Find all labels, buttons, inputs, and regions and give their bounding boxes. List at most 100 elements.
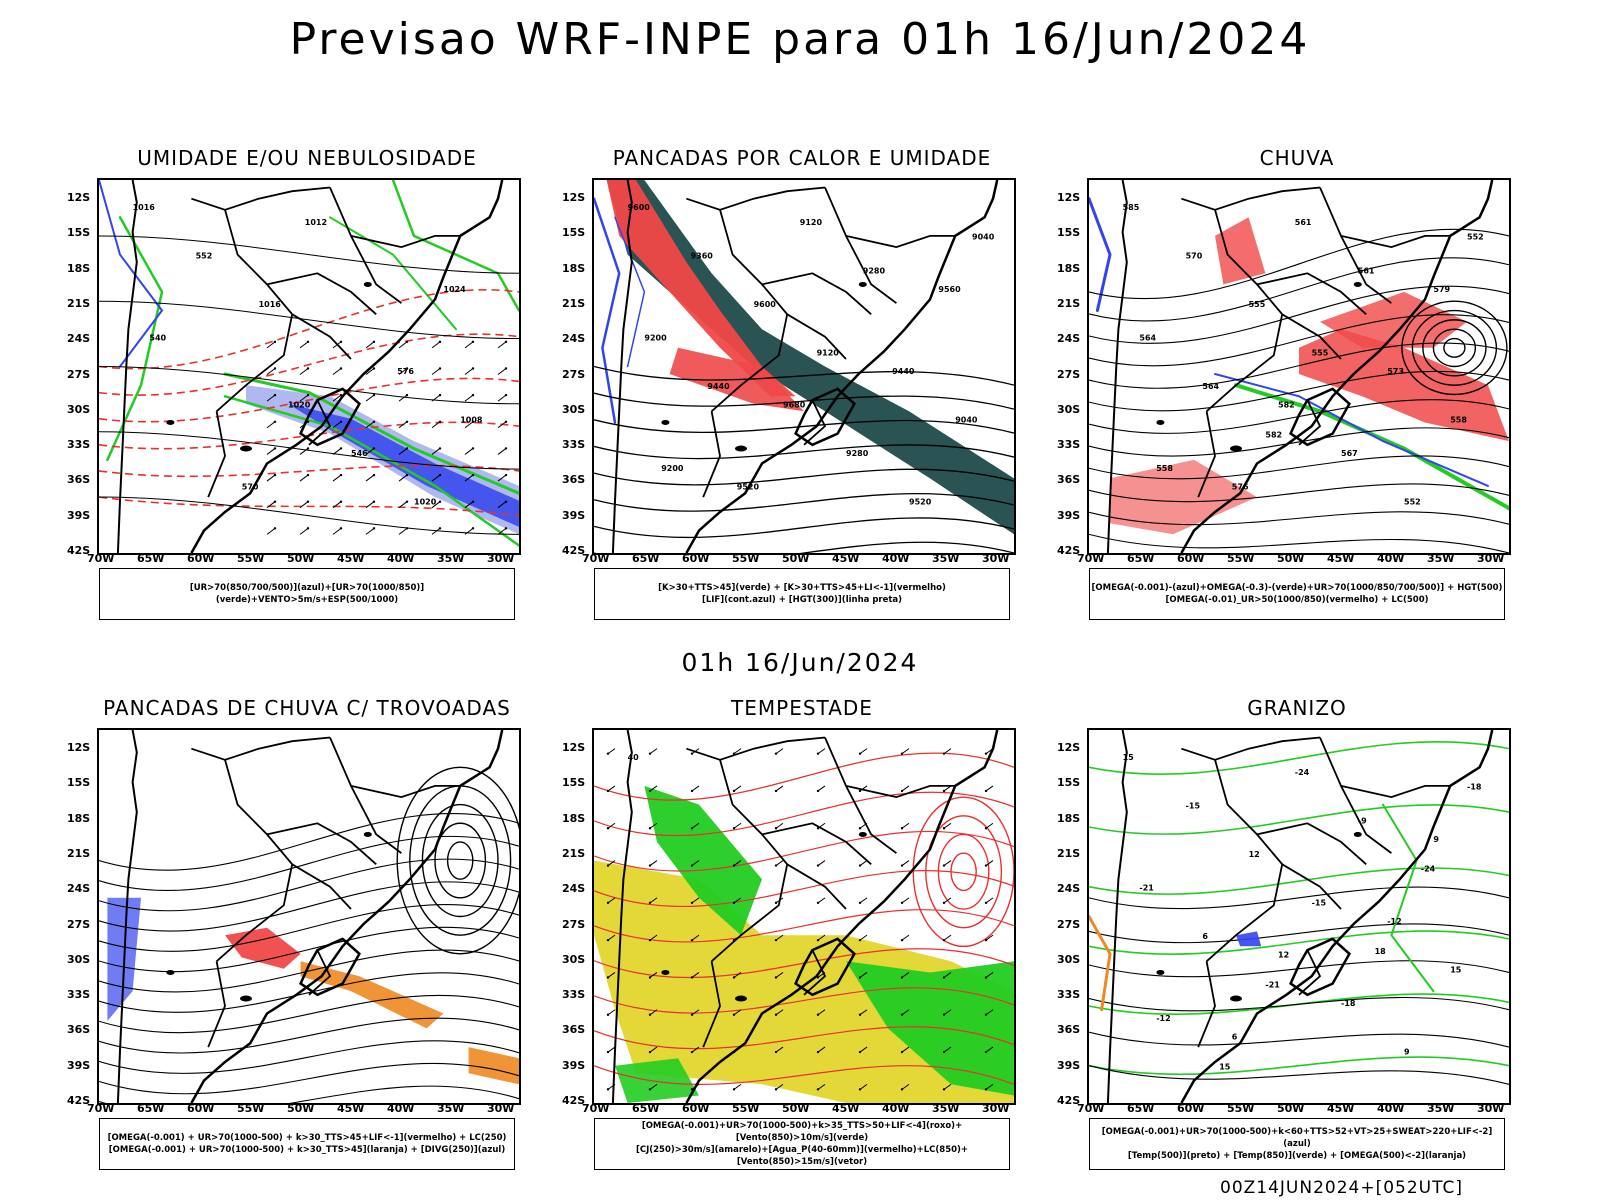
lon-label: 50W — [782, 1102, 810, 1115]
lat-label: 24S — [1057, 332, 1081, 346]
lat-label: 42S — [562, 544, 586, 557]
legend-line: [Temp(500)](preto) + [Temp(850)](verde) … — [1127, 1151, 1467, 1161]
lat-label: 36S — [562, 1023, 586, 1037]
lat-label: 30S — [562, 952, 586, 966]
lat-label: 39S — [562, 1058, 586, 1072]
lat-label: 30S — [1057, 402, 1081, 416]
lat-label: 33S — [562, 438, 586, 452]
contour-label: 567 — [1341, 449, 1358, 458]
legend-granizo: [OMEGA(-0.001)+UR>70(1000-500)+k<60+TTS>… — [1089, 1118, 1505, 1170]
lat-label: 36S — [562, 473, 586, 487]
lat-label: 15S — [1057, 776, 1081, 790]
contour-label: 540 — [149, 333, 166, 342]
contour-label: 555 — [1249, 300, 1266, 309]
lon-label: 30W — [982, 552, 1010, 565]
lon-label: 35W — [932, 1102, 960, 1115]
panel-title-granizo: GRANIZO — [1247, 696, 1347, 720]
contour-label: 9200 — [644, 333, 667, 342]
contour-label: 9600 — [754, 300, 777, 309]
lon-label: 30W — [487, 1102, 515, 1115]
lat-label: 33S — [67, 988, 91, 1002]
map-canvas — [99, 730, 519, 1103]
lat-label: 18S — [1057, 261, 1081, 275]
lat-label: 15S — [67, 226, 91, 240]
lat-label: 21S — [67, 846, 91, 860]
contour-label: 570 — [1186, 251, 1203, 260]
legend-line: [OMEGA(-0.001) + UR>70(1000-500) + k>30_… — [107, 1133, 507, 1143]
contour-label: 564 — [1139, 333, 1156, 342]
lat-label: 27S — [67, 367, 91, 381]
lat-label: 21S — [67, 296, 91, 310]
lat-label: 12S — [1057, 191, 1081, 204]
contour-label: 1016 — [133, 203, 156, 212]
map-canvas: 40 — [594, 730, 1014, 1103]
lat-label: 33S — [1057, 988, 1081, 1002]
lon-label: 60W — [187, 1102, 215, 1115]
lat-label: 27S — [1057, 917, 1081, 931]
contour-label: 552 — [1467, 233, 1484, 242]
lon-label: 50W — [782, 552, 810, 565]
legend-line: [OMEGA(-0.001)+UR>70(1000-500)+k<60+TTS>… — [1101, 1127, 1493, 1149]
lat-label: 30S — [1057, 952, 1081, 966]
contour-label: 40 — [628, 753, 640, 762]
lon-label: 60W — [682, 1102, 710, 1115]
lat-label: 18S — [562, 811, 586, 825]
lon-label: 50W — [287, 552, 315, 565]
lat-label: 27S — [562, 917, 586, 931]
contour-label: 561 — [1358, 266, 1375, 275]
lon-label: 65W — [1127, 1102, 1155, 1115]
lat-label: 21S — [562, 846, 586, 860]
lon-label: 65W — [632, 1102, 660, 1115]
lat-label: 15S — [1057, 226, 1081, 240]
legend-line: [LIF](cont.azul) + [HGT(300)](linha pret… — [701, 595, 903, 605]
contour-label: -18 — [1341, 999, 1356, 1008]
map-umidade-e-ou-nebulosidade: 1016 1020 1024 570 576 552 546 540 1012 1008 1016 1… — [97, 178, 521, 555]
contour-label: 1008 — [460, 415, 483, 424]
lat-label: 24S — [562, 882, 586, 896]
lon-label: 30W — [1477, 1102, 1505, 1115]
lat-label: 39S — [1057, 508, 1081, 522]
lon-label: 70W — [87, 552, 115, 565]
contour-label: -12 — [1387, 917, 1401, 926]
legend-tempestade: [OMEGA(-0.001)+UR>70(1000-500)+k>35_TTS>… — [594, 1118, 1010, 1170]
legend-line: [CJ(250)>30m/s](amarelo)+[Agua_P(40-60mm… — [635, 1145, 969, 1167]
lat-label: 15S — [67, 776, 91, 790]
contour-label: 9120 — [800, 218, 823, 227]
lat-label: 18S — [1057, 811, 1081, 825]
lon-label: 35W — [1427, 1102, 1455, 1115]
lat-label: 24S — [562, 332, 586, 346]
lat-label: 42S — [67, 1094, 91, 1107]
lat-label: 18S — [67, 811, 91, 825]
lat-label: 36S — [67, 473, 91, 487]
lon-label: 45W — [832, 552, 860, 565]
lat-label: 24S — [1057, 882, 1081, 896]
map-canvas: 1016 1020 1024 570 576 552 546 540 1012 1008 1016 1… — [99, 180, 519, 553]
contour-label: 9440 — [892, 367, 915, 376]
lon-label: 60W — [1177, 552, 1205, 565]
contour-label: 9520 — [737, 483, 760, 492]
lon-label: 50W — [1277, 1102, 1305, 1115]
lon-label: 40W — [387, 552, 415, 565]
contour-label: 576 — [397, 367, 414, 376]
contour-label: 1020 — [288, 401, 311, 410]
lon-label: 65W — [137, 1102, 165, 1115]
legend-line: [OMEGA(-0.001) + UR>70(1000-500) + k>30_… — [108, 1145, 506, 1155]
lon-label: 40W — [387, 1102, 415, 1115]
contour-label: 576 — [1232, 483, 1249, 492]
lon-label: 55W — [1227, 552, 1255, 565]
contour-label: 558 — [1450, 415, 1467, 424]
contour-label: -21 — [1139, 883, 1154, 892]
map-canvas: 15 12 9 6 -12 -15 -18 -21 -24 15 12 9 6 -9 -12 -15 -18 -2… — [1089, 730, 1509, 1103]
lon-label: 70W — [87, 1102, 115, 1115]
lon-label: 70W — [1077, 1102, 1105, 1115]
lat-label: 21S — [562, 296, 586, 310]
contour-label: 9360 — [691, 251, 714, 260]
lon-label: 35W — [437, 552, 465, 565]
contour-label: -15 — [1186, 801, 1201, 810]
main-title: Previsao WRF-INPE para 01h 16/Jun/2024 — [289, 14, 1311, 65]
contour-label: 582 — [1265, 430, 1282, 439]
legend-line: [K>30+TTS>45](verde) + [K>30+TTS>45+LI<-… — [658, 583, 946, 593]
contour-label: 15 — [1123, 753, 1135, 762]
panel-title-umidade-e-ou-nebulosidade: UMIDADE E/OU NEBULOSIDADE — [137, 146, 477, 170]
legend-pancadas-de-chuva-c-trovoadas: [OMEGA(-0.001) + UR>70(1000-500) + k>30_… — [99, 1118, 515, 1170]
